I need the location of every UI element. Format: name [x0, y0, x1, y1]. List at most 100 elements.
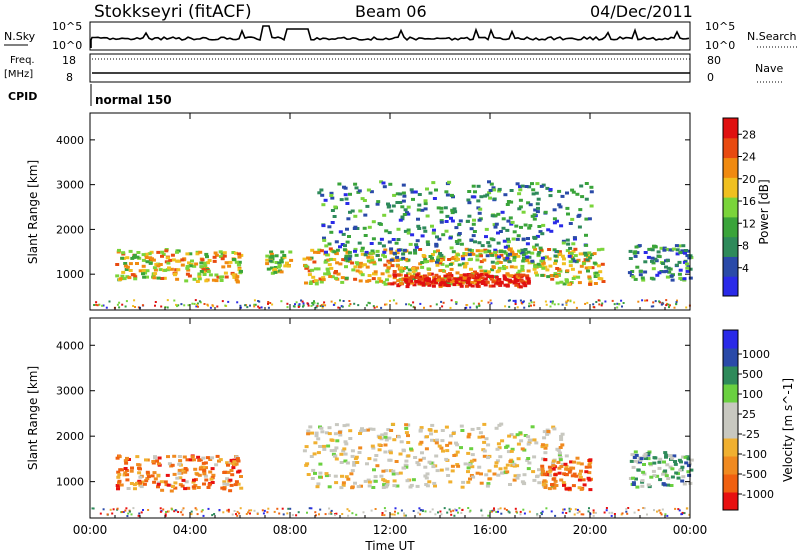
- ground-cell: [209, 306, 212, 309]
- ground-cell: [403, 514, 406, 517]
- data-cell: [184, 279, 189, 283]
- data-cell: [643, 270, 648, 274]
- data-cell: [406, 258, 411, 262]
- data-cell: [424, 476, 429, 480]
- data-cell: [475, 249, 480, 253]
- data-cell: [338, 245, 342, 249]
- ground-cell: [507, 510, 510, 513]
- data-cell: [497, 255, 502, 259]
- data-cell: [558, 451, 562, 455]
- data-cell: [499, 253, 504, 257]
- data-cell: [681, 475, 686, 479]
- data-cell: [687, 256, 692, 260]
- ground-cell: [328, 507, 331, 510]
- data-cell: [367, 274, 372, 277]
- ground-cell: [310, 304, 313, 307]
- nsky-label: N.Sky: [4, 30, 36, 43]
- colorbar-tick-label: -1000: [742, 488, 774, 501]
- data-cell: [444, 220, 449, 223]
- data-cell: [383, 263, 388, 267]
- data-cell: [327, 485, 332, 489]
- ground-cell: [514, 299, 517, 302]
- data-cell: [371, 277, 376, 281]
- nsearch-tick-top: 10^5: [705, 20, 735, 33]
- data-cell: [428, 191, 433, 195]
- ground-cell: [429, 305, 432, 308]
- ground-cell: [417, 511, 420, 514]
- data-cell: [456, 253, 461, 257]
- data-cell: [435, 263, 440, 267]
- data-cell: [364, 250, 369, 254]
- ground-cell: [450, 513, 453, 516]
- data-cell: [192, 264, 197, 268]
- ground-cell: [124, 509, 127, 512]
- data-cell: [550, 483, 555, 486]
- data-cell: [505, 463, 510, 467]
- data-cell: [461, 480, 466, 484]
- data-cell: [642, 472, 647, 476]
- data-cell: [466, 198, 471, 202]
- data-cell: [346, 477, 351, 481]
- data-cell: [334, 423, 339, 427]
- data-cell: [350, 209, 355, 213]
- data-cell: [388, 182, 393, 186]
- colorbar-tick-label: 12: [742, 217, 756, 230]
- ground-cell: [601, 302, 604, 305]
- data-cell: [487, 244, 492, 248]
- data-cell: [512, 255, 517, 259]
- data-cell: [420, 234, 425, 238]
- ground-cell: [278, 512, 281, 515]
- data-cell: [185, 265, 190, 268]
- data-cell: [502, 274, 507, 278]
- velocity-panel-frame: [89, 317, 691, 519]
- data-cell: [562, 472, 567, 476]
- ground-cell: [523, 512, 526, 515]
- ground-cell: [196, 513, 199, 516]
- data-cell: [328, 275, 333, 278]
- data-cell: [410, 233, 415, 237]
- ground-cell: [652, 305, 655, 308]
- data-cell: [578, 208, 583, 212]
- data-cell: [594, 271, 599, 275]
- data-cell: [417, 282, 422, 286]
- data-cell: [560, 194, 565, 198]
- data-cell: [590, 266, 595, 270]
- colorbar-segment: [723, 402, 738, 421]
- data-cell: [503, 193, 508, 197]
- data-cell: [533, 247, 538, 251]
- data-cell: [457, 263, 462, 267]
- data-cell: [388, 449, 393, 453]
- data-cell: [584, 233, 588, 237]
- ground-cell: [522, 508, 525, 511]
- data-cell: [333, 474, 338, 478]
- data-cell: [358, 279, 363, 283]
- data-cell: [120, 274, 125, 278]
- data-cell: [640, 479, 645, 483]
- ground-cell: [197, 305, 199, 308]
- data-cell: [156, 250, 161, 254]
- data-cell: [463, 264, 468, 268]
- data-cell: [379, 237, 384, 241]
- data-cell: [584, 243, 589, 247]
- ground-cell: [236, 510, 239, 513]
- ground-cell: [324, 513, 327, 516]
- data-cell: [482, 449, 487, 453]
- data-cell: [225, 477, 230, 481]
- data-cell: [518, 431, 523, 435]
- data-cell: [447, 277, 452, 281]
- data-cell: [587, 478, 592, 482]
- data-cell: [541, 457, 546, 461]
- ground-cell: [384, 510, 387, 512]
- ground-cell: [195, 305, 198, 308]
- data-cell: [564, 454, 569, 458]
- ground-cell: [160, 305, 163, 308]
- data-cell: [148, 261, 153, 265]
- data-cell: [552, 248, 557, 252]
- data-cell: [265, 254, 270, 258]
- data-cell: [335, 261, 340, 265]
- ground-cell: [93, 304, 96, 306]
- data-cell: [457, 232, 462, 235]
- data-cell: [366, 255, 371, 259]
- data-cell: [338, 230, 343, 234]
- colorbar-tick-label: -25: [742, 428, 760, 441]
